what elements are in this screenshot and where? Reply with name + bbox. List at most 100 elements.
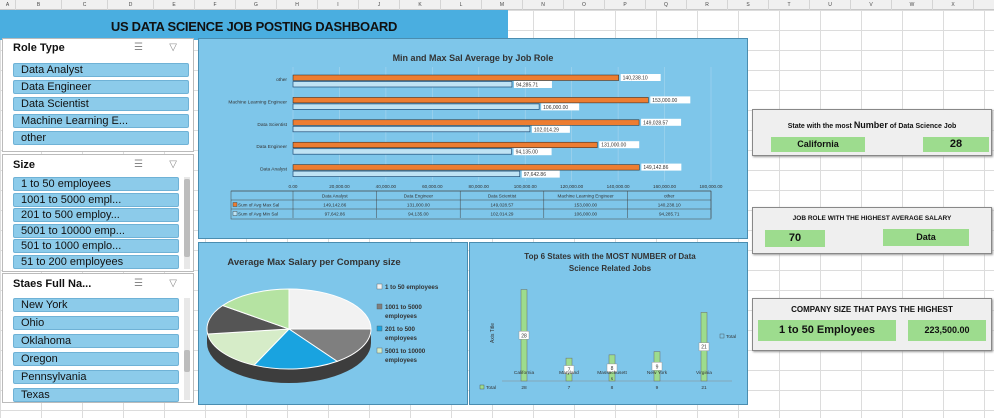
x-category-label: Maryland [559, 370, 579, 376]
column-header-F[interactable]: F [195, 0, 236, 10]
column-header-M[interactable]: M [482, 0, 523, 10]
data-label-bg [513, 81, 552, 88]
slicer-item[interactable]: Ohio [13, 316, 179, 330]
data-label: 7 [568, 368, 571, 374]
max-salary-bar[interactable] [292, 164, 640, 171]
column-header-E[interactable]: E [154, 0, 195, 10]
column-header-R[interactable]: R [687, 0, 728, 10]
slicer-scrollbar[interactable] [184, 298, 190, 400]
table-value: 21 [701, 385, 707, 391]
slicer-item[interactable]: Machine Learning E... [13, 114, 189, 128]
min-salary-bar[interactable] [292, 148, 512, 155]
legend-label: 201 to 500 [385, 326, 415, 333]
slicer-item[interactable]: 1 to 50 employees [13, 177, 179, 191]
max-salary-bar[interactable] [292, 97, 649, 104]
column-header-L[interactable]: L [441, 0, 482, 10]
column-header-C[interactable]: C [62, 0, 108, 10]
data-label-bg [651, 362, 663, 371]
x-tick-label: 120,000.00 [560, 184, 583, 189]
table-header: Data Engineer [404, 194, 434, 199]
column-header-N[interactable]: N [523, 0, 564, 10]
column-header-G[interactable]: G [236, 0, 277, 10]
state-slicer: Staes Full Na... ☰ ▽ New York Ohio Oklahom… [2, 273, 194, 403]
slicer-item[interactable]: Texas [13, 388, 179, 402]
column-header-W[interactable]: W [892, 0, 933, 10]
max-salary-bar[interactable] [292, 141, 598, 148]
multi-select-icon[interactable]: ☰ [134, 42, 143, 53]
pie-slice[interactable] [253, 328, 339, 370]
data-label-bg [641, 163, 682, 171]
column-header-Q[interactable]: Q [646, 0, 687, 10]
pie-slice[interactable] [287, 328, 372, 362]
data-label-bg [641, 118, 682, 126]
table-cell: 97,642.86 [325, 212, 346, 217]
pie-slice[interactable] [206, 304, 290, 335]
column-header-T[interactable]: T [769, 0, 810, 10]
slicer-title: Size [13, 159, 36, 171]
column-header-K[interactable]: K [400, 0, 441, 10]
legend-key [376, 347, 383, 354]
slicer-item[interactable]: 1001 to 5000 empl... [13, 192, 179, 207]
column-header-S[interactable]: S [728, 0, 769, 10]
slicer-item[interactable]: Pennsylvania [13, 370, 179, 384]
min-salary-bar[interactable] [292, 125, 531, 133]
column-header-J[interactable]: J [359, 0, 400, 10]
x-category-label: s [611, 377, 614, 382]
min-salary-bar[interactable] [292, 103, 540, 110]
clear-filter-icon[interactable]: ▽ [169, 42, 177, 53]
column-header-V[interactable]: V [851, 0, 892, 10]
y-axis-title: Axis Title [490, 323, 496, 343]
slicer-item[interactable]: 5001 to 10000 emp... [13, 223, 179, 238]
size-slicer: Size ☰ ▽ 1 to 50 employees 1001 to 5000 e… [2, 154, 194, 272]
pie-slice[interactable] [221, 288, 290, 330]
slicer-item[interactable]: Oklahoma [13, 334, 179, 348]
slicer-item[interactable]: 201 to 500 employ... [13, 208, 179, 223]
min-max-salary-chart[interactable]: Min and Max Sal Average by Job Role 0.00… [198, 38, 748, 239]
clear-filter-icon[interactable]: ▽ [169, 159, 177, 170]
slicer-item[interactable]: 501 to 1000 emplo... [13, 239, 179, 254]
data-label-bg [541, 103, 580, 111]
top-states-chart[interactable]: Top 6 States with the MOST NUMBER of Dat… [469, 242, 748, 405]
pie-slice[interactable] [288, 288, 372, 330]
company-size-pie-chart[interactable]: Average Max Salary per Company size 1 to… [198, 242, 468, 405]
slicer-item[interactable]: Data Engineer [13, 80, 189, 94]
legend-key [376, 283, 383, 290]
card-label: California [771, 137, 865, 152]
multi-select-icon[interactable]: ☰ [134, 159, 143, 170]
y-category-label: other [276, 77, 287, 83]
column-header-U[interactable]: U [810, 0, 851, 10]
slicer-item[interactable]: Oregon [13, 352, 179, 366]
slicer-item[interactable]: Data Scientist [13, 97, 189, 111]
column-header-H[interactable]: H [277, 0, 318, 10]
column-header-B[interactable]: B [16, 0, 62, 10]
slicer-item[interactable]: 51 to 200 employees [13, 255, 179, 269]
multi-select-icon[interactable]: ☰ [134, 278, 143, 289]
min-salary-bar[interactable] [292, 170, 521, 177]
column-header-O[interactable]: O [564, 0, 605, 10]
slicer-item[interactable]: Data Analyst [13, 63, 189, 77]
max-salary-bar[interactable] [292, 119, 640, 126]
slicer-scrollbar[interactable] [184, 177, 190, 269]
x-category-label: Massachusett [597, 370, 627, 376]
slicer-item[interactable]: New York [13, 298, 179, 312]
table-cell: 149,028.57 [491, 203, 514, 208]
legend-label: Sum of Avg Min Sal [238, 212, 278, 217]
column-header-P[interactable]: P [605, 0, 646, 10]
pie-slice[interactable] [207, 328, 291, 366]
y-category-label: Data Engineer [256, 144, 287, 150]
clear-filter-icon[interactable]: ▽ [169, 278, 177, 289]
column-header-I[interactable]: I [318, 0, 359, 10]
column-header-D[interactable]: D [108, 0, 154, 10]
slicer-item[interactable]: other [13, 131, 189, 145]
data-label-bg [599, 141, 640, 149]
max-salary-bar[interactable] [292, 74, 619, 81]
data-label-bg [650, 96, 691, 104]
min-salary-bar[interactable] [292, 81, 513, 88]
table-cell: 94,135.00 [408, 212, 429, 217]
table-cell: 140,238.10 [658, 203, 681, 208]
legend-key [232, 211, 238, 216]
column-header-A[interactable]: A [0, 0, 16, 10]
min-data-label: 94,135.00 [516, 150, 538, 156]
column-header-X[interactable]: X [933, 0, 974, 10]
x-tick-label: 20,000.00 [329, 184, 350, 189]
